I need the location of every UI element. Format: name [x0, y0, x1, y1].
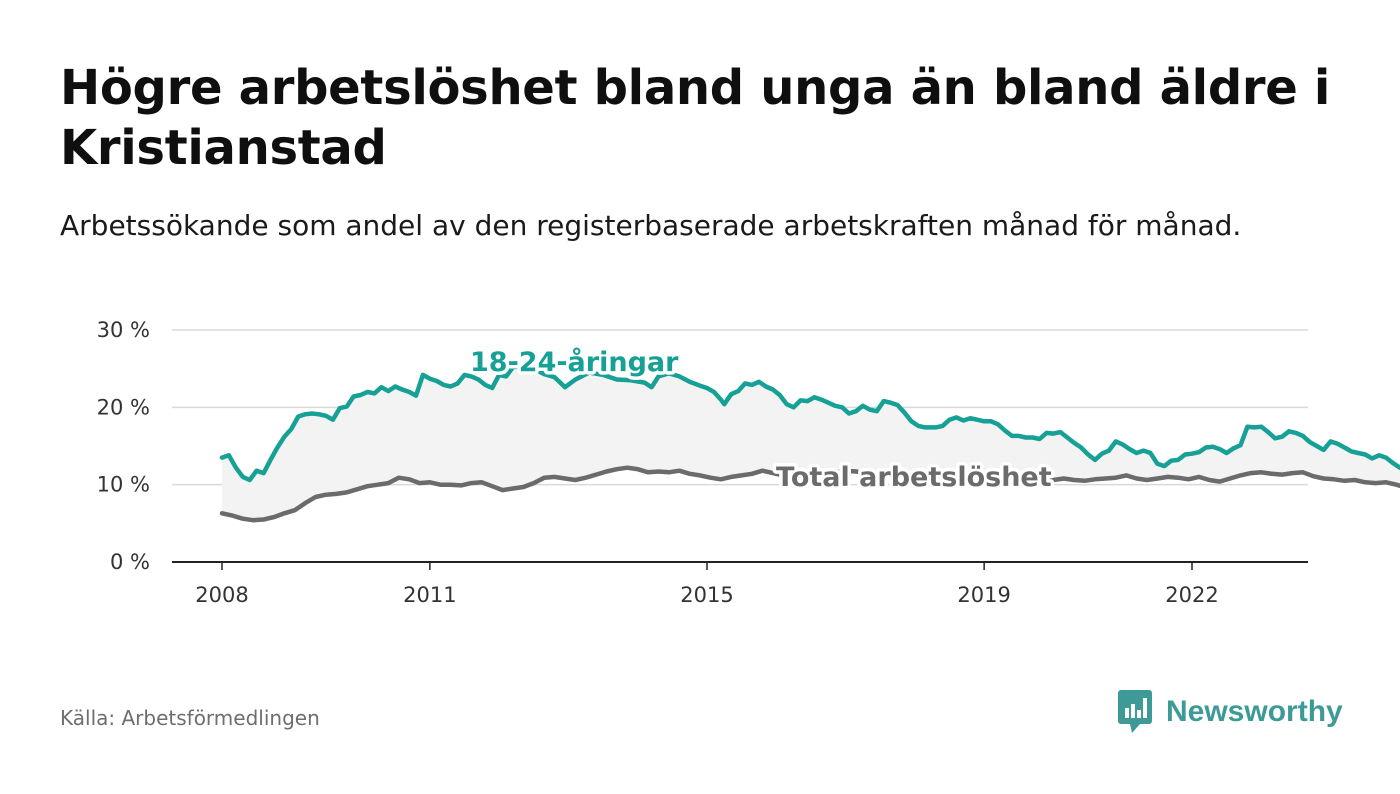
series-label-total: Total arbetslöshet	[776, 462, 1052, 493]
x-tick-label: 2008	[195, 583, 248, 607]
x-tick-label: 2022	[1165, 583, 1218, 607]
x-tick-label: 2019	[957, 583, 1010, 607]
series-line-total	[219, 465, 1400, 523]
brand-name: Newsworthy	[1166, 695, 1343, 728]
y-tick-label: 0 %	[110, 550, 150, 574]
page-title: Högre arbetslöshet bland unga än bland ä…	[60, 60, 1331, 176]
y-tick-label: 30 %	[97, 318, 150, 342]
newsworthy-logo-icon	[1118, 690, 1152, 733]
y-tick-label: 20 %	[97, 395, 150, 419]
series-label-youth: 18-24-åringar	[470, 346, 679, 378]
brand-logo[interactable]: Newsworthy	[1118, 690, 1343, 734]
gap-area	[222, 366, 1400, 521]
x-tick-label: 2011	[403, 583, 456, 607]
x-tick-label: 2015	[680, 583, 733, 607]
page-subtitle: Arbetssökande som andel av den registerb…	[60, 209, 1242, 242]
source-note: Källa: Arbetsförmedlingen	[60, 706, 320, 730]
series-line-youth	[219, 364, 1400, 483]
y-tick-label: 10 %	[97, 473, 150, 497]
